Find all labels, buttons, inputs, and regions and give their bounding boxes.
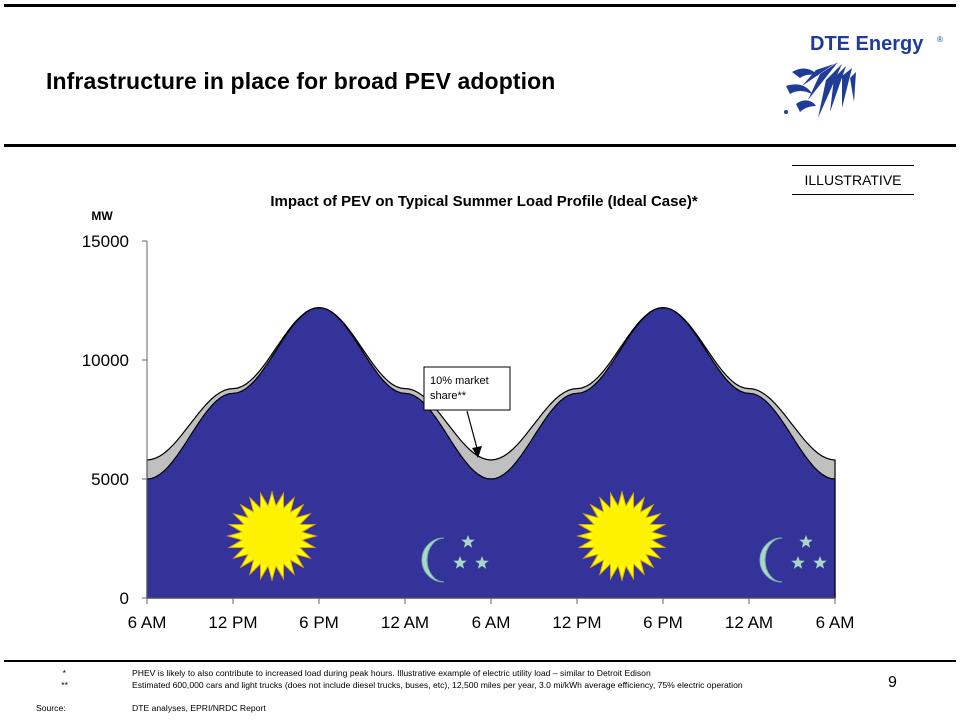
y-axis-label: MW — [91, 209, 113, 223]
chart-title: Impact of PEV on Typical Summer Load Pro… — [270, 193, 697, 210]
page-number: 9 — [888, 674, 897, 691]
x-tick-label: 6 PM — [299, 613, 339, 632]
x-tick-label: 6 AM — [816, 613, 855, 632]
x-tick-label: 12 AM — [725, 613, 773, 632]
y-tick-label: 0 — [120, 589, 129, 608]
logo-sun-face-icon — [784, 62, 856, 118]
top-rule — [4, 4, 956, 7]
sun-icon — [226, 490, 318, 582]
axes: 0 5000 10000 15000 6 AM 12 PM 6 PM 12 AM 6 AM 12 … — [82, 232, 855, 632]
annotation-text-line2: share** — [430, 390, 467, 402]
illustrative-label: ILLUSTRATIVE — [792, 165, 914, 195]
logo-registered-mark: ® — [937, 35, 943, 44]
annotation-box — [423, 366, 511, 411]
source-text: DTE analyses, EPRI/NRDC Report — [132, 703, 266, 713]
x-tick-label: 6 PM — [643, 613, 683, 632]
footnote-mark: * — [62, 668, 66, 678]
annotation-arrow-head — [472, 446, 482, 458]
source-label: Source: — [36, 703, 66, 713]
footnote-2: ** — [40, 680, 68, 690]
logo-wordmark: DTE Energy — [810, 33, 924, 55]
footnote-1: * — [40, 668, 66, 678]
load-profile-chart: Impact of PEV on Typical Summer Load Pro… — [82, 193, 855, 632]
moon-stars-icon — [759, 535, 827, 583]
header-rule — [4, 144, 956, 147]
day-night-icons — [226, 490, 827, 583]
x-tick-label: 12 PM — [208, 613, 257, 632]
annotation-text-line1: 10% market — [430, 375, 489, 387]
annotation-arrow-line — [466, 410, 479, 453]
moon-stars-icon — [421, 535, 489, 583]
footnote-text: PHEV is likely to also contribute to inc… — [132, 668, 651, 678]
source-line: Source: — [36, 703, 66, 713]
y-tick-label: 10000 — [82, 351, 129, 370]
x-tick-label: 12 AM — [381, 613, 429, 632]
sun-icon — [576, 490, 668, 582]
x-tick-label: 12 PM — [552, 613, 601, 632]
footnote-text: Estimated 600,000 cars and light trucks … — [132, 680, 743, 690]
x-tick-label: 6 AM — [472, 613, 511, 632]
annotation-callout: 10% market share** — [423, 366, 511, 458]
slide-title: Infrastructure in place for broad PEV ad… — [46, 68, 556, 94]
dte-energy-logo: DTE Energy ® — [784, 33, 943, 118]
footnote-mark: ** — [61, 680, 68, 690]
y-tick-label: 5000 — [91, 470, 129, 489]
x-tick-label: 6 AM — [128, 613, 167, 632]
footer-rule — [4, 660, 956, 662]
y-tick-label: 15000 — [82, 232, 129, 251]
